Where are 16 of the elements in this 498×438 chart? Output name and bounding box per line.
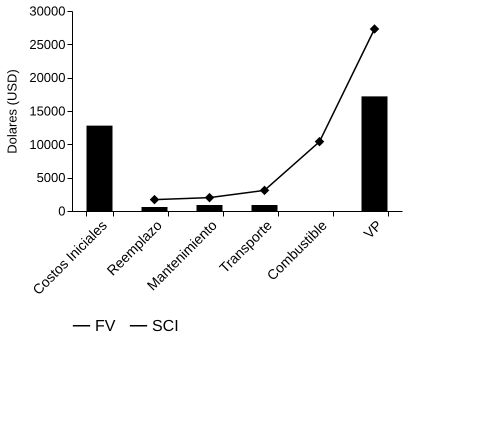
point bbox=[150, 194, 160, 204]
legend-label: SCI bbox=[152, 318, 179, 335]
y-tick-label: 30000 bbox=[29, 4, 66, 18]
y-tick-label: 15000 bbox=[29, 104, 66, 118]
legend-label: FV bbox=[95, 318, 116, 335]
y-tick-label: 25000 bbox=[29, 36, 66, 52]
point bbox=[314, 136, 324, 146]
y-tick-label: 5000 bbox=[36, 170, 66, 186]
x-tick-label: VP bbox=[360, 217, 385, 242]
point bbox=[260, 186, 270, 196]
y-tick-label: 10000 bbox=[29, 136, 66, 152]
y-tick-label: 20000 bbox=[29, 70, 66, 86]
y-axis-title: Dolares (USD) bbox=[4, 69, 20, 154]
y-tick-label: 0 bbox=[58, 204, 66, 218]
point bbox=[204, 192, 214, 202]
point bbox=[370, 24, 380, 34]
